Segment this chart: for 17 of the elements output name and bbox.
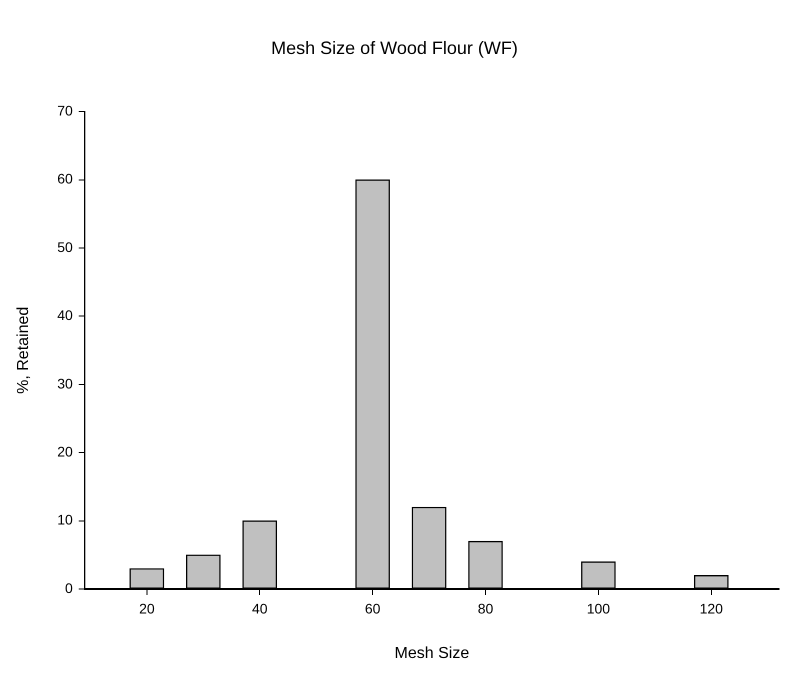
y-tick-label: 20	[57, 443, 73, 460]
x-tick-label: 60	[364, 600, 381, 616]
y-axis-title: %, Retained	[15, 306, 32, 394]
x-tick-label: 20	[139, 600, 155, 616]
y-tick-label: 30	[57, 375, 73, 392]
y-tick-label: 70	[57, 102, 73, 118]
y-tick-label: 40	[57, 307, 73, 324]
y-tick-label: 0	[64, 580, 73, 596]
x-tick-label: 100	[586, 600, 610, 616]
x-tick-label: 120	[700, 600, 724, 616]
y-tick-label: 50	[57, 238, 73, 255]
y-tick-label: 60	[57, 170, 73, 187]
x-axis-title: Mesh Size	[394, 644, 470, 662]
x-tick-label: 80	[478, 600, 494, 616]
y-tick-label: 10	[57, 512, 73, 528]
chart-title: Mesh Size of Wood Flour (WF)	[271, 38, 518, 58]
x-tick-label: 40	[252, 600, 268, 616]
